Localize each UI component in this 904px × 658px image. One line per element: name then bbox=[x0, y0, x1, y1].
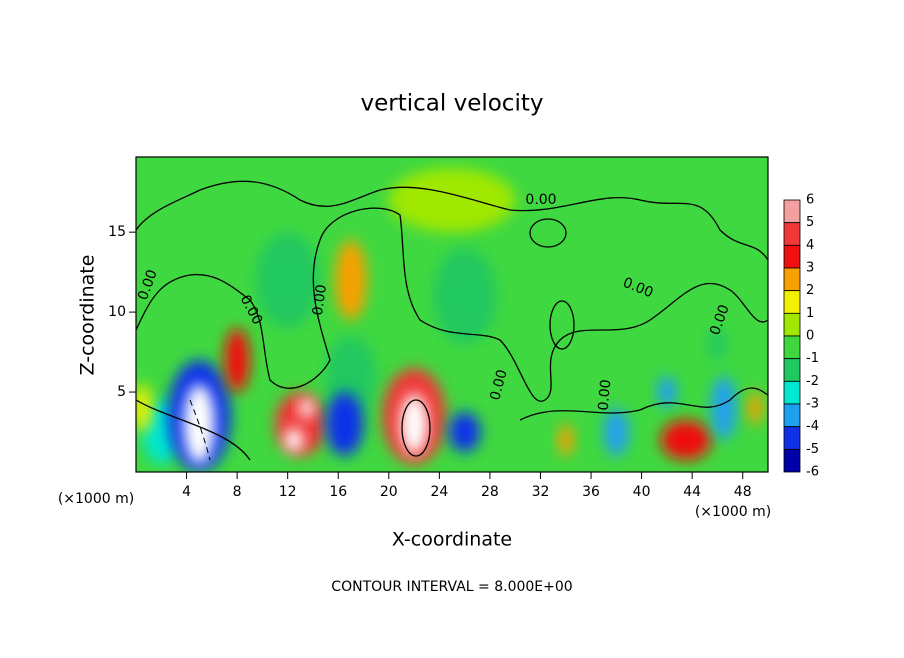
contour-label: 0.00 bbox=[596, 379, 615, 411]
x-tick-label: 32 bbox=[532, 484, 550, 500]
colorbar-box bbox=[783, 267, 801, 292]
field-feature bbox=[284, 428, 304, 453]
x-axis-label: X-coordinate bbox=[392, 529, 512, 551]
colorbar-box bbox=[783, 312, 801, 337]
field-feature bbox=[433, 248, 497, 345]
colorbar-box bbox=[783, 244, 801, 269]
colorbar-label: -6 bbox=[806, 465, 819, 480]
x-tick-label: 48 bbox=[734, 484, 752, 500]
field bbox=[136, 168, 763, 472]
field-feature bbox=[400, 393, 428, 455]
colorbar-label: -1 bbox=[806, 351, 819, 366]
field-feature bbox=[136, 384, 152, 433]
contour-interval: CONTOUR INTERVAL = 8.000E+00 bbox=[331, 579, 572, 595]
x-tick-label: 36 bbox=[582, 484, 600, 500]
colorbar-label: 5 bbox=[806, 215, 814, 230]
contour-label: 0.00 bbox=[525, 192, 556, 208]
colorbar-box bbox=[783, 448, 801, 473]
field-feature bbox=[335, 240, 367, 321]
colorbar-box bbox=[783, 290, 801, 314]
field-feature bbox=[256, 232, 320, 329]
x-tick-label: 4 bbox=[182, 484, 191, 500]
colorbar-label: 6 bbox=[806, 193, 814, 208]
x-tick-label: 24 bbox=[430, 484, 448, 500]
x-unit: (×1000 m) bbox=[58, 491, 134, 507]
field-feature bbox=[707, 328, 727, 361]
colorbar-box bbox=[783, 222, 801, 246]
contour-line bbox=[136, 207, 768, 402]
colorbar-box bbox=[783, 380, 801, 405]
field-feature bbox=[299, 398, 315, 418]
contours bbox=[136, 180, 768, 461]
colorbar-label: 1 bbox=[806, 306, 814, 321]
x-unit-right: (×1000 m) bbox=[695, 504, 771, 520]
colorbar-label: 3 bbox=[806, 261, 814, 276]
field-feature bbox=[657, 376, 677, 409]
y-tick-label: 15 bbox=[108, 224, 126, 240]
x-tick-label: 12 bbox=[279, 484, 297, 500]
x-tick-label: 28 bbox=[481, 484, 499, 500]
colorbar-box bbox=[783, 403, 801, 428]
colorbar-box bbox=[783, 199, 801, 224]
colorbar-label: -2 bbox=[806, 374, 819, 389]
x-tick-label: 44 bbox=[683, 484, 701, 500]
field-feature bbox=[747, 392, 763, 425]
y-tick-label: 10 bbox=[108, 304, 126, 320]
colorbar-label: 4 bbox=[806, 238, 814, 253]
field-feature bbox=[711, 376, 737, 441]
colorbar-label: -5 bbox=[806, 442, 819, 457]
x-tick-label: 20 bbox=[380, 484, 398, 500]
contour-line bbox=[401, 399, 431, 457]
colorbar-label: 0 bbox=[806, 329, 814, 344]
contour-line bbox=[136, 180, 768, 261]
y-axis-label: Z-coordinate bbox=[77, 255, 99, 376]
field-feature bbox=[448, 412, 481, 453]
colorbar-box bbox=[783, 358, 801, 382]
colorbar-label: -4 bbox=[806, 419, 819, 434]
colorbar-box bbox=[783, 426, 801, 450]
contour-line-negative bbox=[189, 399, 211, 461]
colorbar-label: 2 bbox=[806, 283, 814, 298]
field-feature bbox=[388, 168, 516, 233]
y-tick-label: 5 bbox=[117, 384, 126, 400]
contour-line bbox=[529, 218, 567, 248]
field-feature bbox=[603, 408, 629, 457]
plot-frame bbox=[135, 156, 769, 473]
contour-label: 0.00 bbox=[487, 368, 511, 402]
contour-label: 0.00 bbox=[310, 283, 330, 316]
x-tick-label: 16 bbox=[329, 484, 347, 500]
field-feature bbox=[325, 392, 364, 457]
field-feature bbox=[660, 420, 712, 461]
colorbar-box bbox=[783, 335, 801, 360]
x-tick-label: 40 bbox=[633, 484, 651, 500]
field-feature bbox=[558, 424, 574, 457]
contour-line bbox=[549, 300, 575, 350]
x-tick-label: 8 bbox=[233, 484, 242, 500]
chart-title: vertical velocity bbox=[361, 91, 544, 117]
colorbar-label: -3 bbox=[806, 397, 819, 412]
contour-line bbox=[136, 387, 768, 461]
field-feature bbox=[224, 328, 250, 393]
